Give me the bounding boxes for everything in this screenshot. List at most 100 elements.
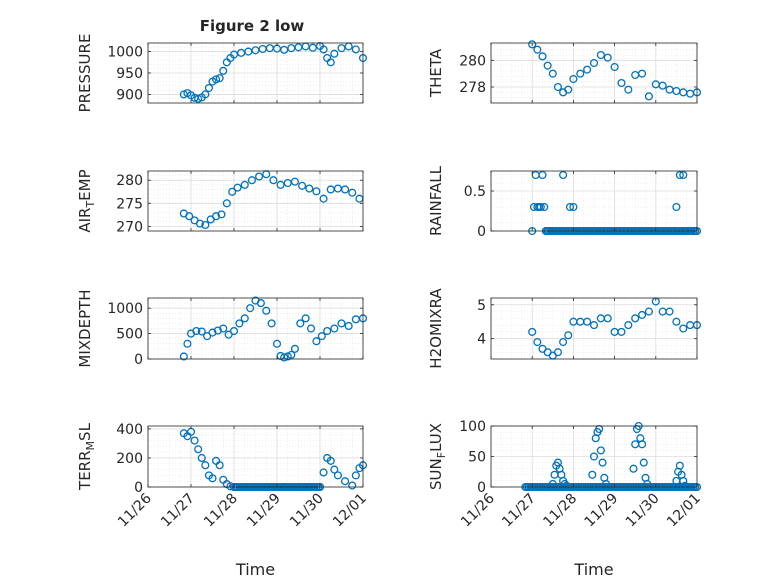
data-point [317,332,326,341]
data-point [290,177,299,186]
y-ticks: 278 280 [459,53,697,96]
data-point [559,170,568,180]
x-ticks [147,171,364,231]
data-point [533,45,542,54]
data-point [351,471,360,480]
grid [147,42,364,104]
data-point [201,90,210,99]
data-point [255,172,264,181]
y-tick-label: 500 [116,327,143,343]
data-point [583,65,592,74]
grid [490,171,698,232]
x-axis-label: Time [235,560,275,579]
data-point [644,307,653,316]
y-tick-label: 950 [116,66,143,82]
y-tick-label: 50 [468,450,486,466]
y-ticks: 0 200 400 [116,422,363,496]
y-axis-label: PRESSURE [76,34,94,113]
y-tick-label: 1000 [107,45,143,61]
data-point [672,202,681,212]
y-axis-label: THETA [427,48,445,98]
data-point [301,314,310,323]
data-point [675,461,684,470]
subplot-rainfall: 00.5 RAINFALL [427,165,702,240]
data-point [598,458,607,467]
x-ticks [490,43,698,103]
axes-frame [147,297,364,360]
data-point [319,468,328,477]
data-point [589,321,599,330]
data-point [351,45,360,54]
data-point [197,453,206,463]
data-point [644,92,653,101]
data-point [538,52,547,61]
data-point [240,180,249,189]
data-point [617,327,626,336]
data-point [658,81,667,90]
data-point [296,319,305,328]
data-markers [179,41,368,103]
data-point [319,194,328,203]
y-axis-label: SUNFLUX [427,423,448,490]
y-ticks: 900 950 1000 [107,45,363,103]
data-point [679,170,688,180]
data-point [665,307,674,316]
data-point [229,326,239,336]
subplot-h2omixra: 45 H2OMIXRA [427,288,702,369]
data-point [305,184,314,193]
x-ticks [490,298,698,359]
data-point [536,202,545,212]
data-point [603,53,612,62]
data-point [564,331,573,340]
data-point [323,326,332,336]
data-point [564,85,573,94]
y-tick-label: 0 [477,224,486,240]
data-point [192,326,201,336]
data-point [190,436,199,445]
subplot-pressure: 900 950 1000 PRESSURE [76,34,368,113]
data-point [638,440,647,449]
data-point [312,187,321,196]
figure-title: Figure 2 low [200,17,305,35]
data-point [212,75,221,84]
axes-frame [490,170,698,232]
axes-frame [147,170,364,232]
data-point [287,350,296,359]
data-point [280,45,289,54]
data-point [228,187,237,196]
data-point [341,477,350,486]
y-ticks: 45 [477,298,697,348]
data-point [246,304,255,313]
data-point [269,176,278,185]
data-point [679,476,688,485]
data-point [256,299,265,308]
y-tick-label: 280 [116,173,143,189]
data-point [540,202,549,212]
data-point [267,319,276,328]
grid [490,425,698,488]
data-point [203,332,212,341]
y-ticks: 00.5 [464,184,697,240]
y-axis-label: AIRTEMP [76,169,97,232]
subplot-air-temp: 270 275 280 AIRTEMP [76,169,364,235]
data-point [348,481,357,490]
data-point [326,58,335,67]
data-point [235,319,244,328]
data-point [319,45,328,54]
data-point [533,338,542,347]
data-point [179,352,188,361]
y-ticks: 0 500 1000 [107,301,363,368]
data-point [326,456,335,465]
grid [490,43,698,104]
data-point [638,310,647,319]
data-point [306,324,316,333]
y-tick-label: 0 [134,480,143,496]
data-point [617,78,626,88]
data-point [559,338,568,347]
data-point [576,69,585,78]
y-tick-label: 280 [459,53,486,69]
data-point [276,180,285,189]
y-tick-label: 900 [116,87,143,103]
data-point [631,314,640,323]
